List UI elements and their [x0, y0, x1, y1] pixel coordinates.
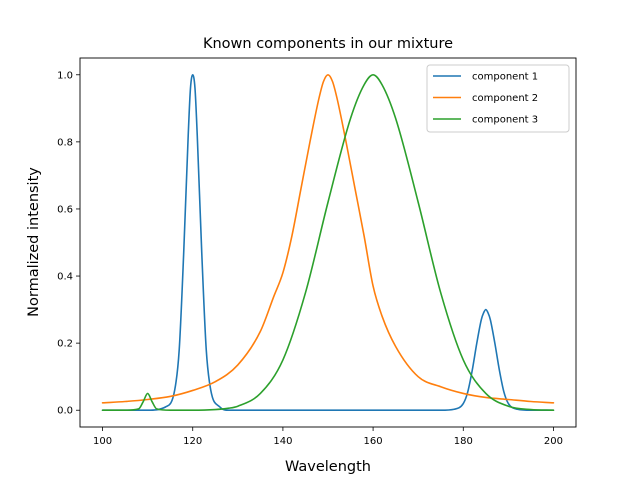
x-tick-label: 120	[183, 436, 202, 447]
y-tick-label: 0.0	[57, 406, 73, 417]
chart-title: Known components in our mixture	[203, 36, 453, 52]
y-tick-label: 1.0	[57, 70, 73, 81]
x-tick-label: 140	[273, 436, 292, 447]
axes-frame	[79, 57, 577, 428]
x-tick-label: 180	[454, 436, 473, 447]
legend-label-component-1: component 1	[472, 72, 538, 83]
x-tick-label: 200	[544, 436, 563, 447]
legend-entries: component 1 component 2 component 3	[433, 72, 538, 126]
series-line-component-3	[101, 73, 555, 412]
legend-label-component-3: component 3	[472, 115, 538, 126]
y-tick-label: 0.8	[57, 137, 73, 148]
y-tick-label: 0.2	[57, 339, 73, 350]
y-tick-label: 0.6	[57, 204, 73, 215]
x-axis-ticks: 100 120 140 160 180 200	[93, 427, 563, 447]
series-line-component-2	[101, 73, 555, 404]
x-tick-label: 160	[364, 436, 383, 447]
legend-box	[426, 64, 570, 133]
legend: component 1 component 2 component 3	[426, 64, 570, 133]
y-tick-label: 0.4	[57, 272, 73, 283]
series-line-component-1	[101, 73, 555, 412]
legend-label-component-2: component 2	[472, 93, 538, 104]
x-axis-label: Wavelength	[285, 459, 371, 475]
y-axis-ticks: 0.0 0.2 0.4 0.6 0.8 1.0	[57, 70, 80, 417]
series-layer	[101, 73, 555, 412]
y-axis-label: Normalized intensity	[26, 167, 42, 317]
plot-area	[79, 57, 577, 428]
x-tick-label: 100	[93, 436, 112, 447]
